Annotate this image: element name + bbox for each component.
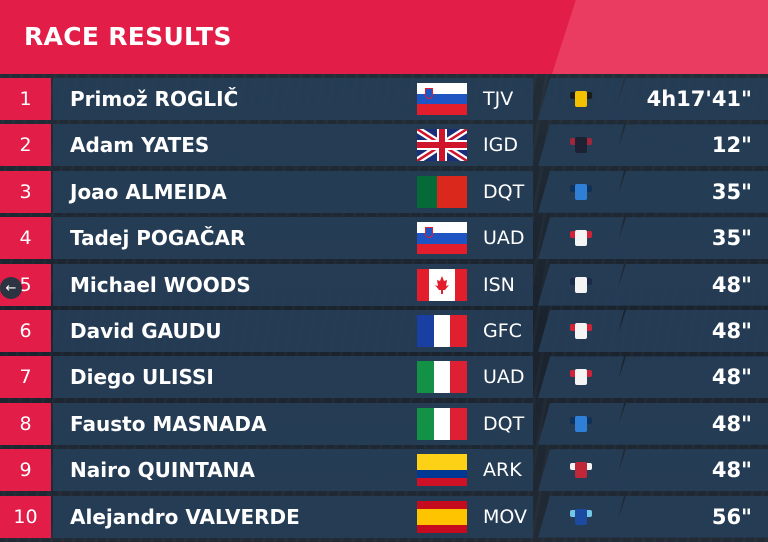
white-red-jersey-icon — [570, 369, 592, 386]
canada-flag-icon — [417, 268, 467, 301]
colombia-flag-icon — [417, 454, 467, 487]
team-code: DQT — [483, 180, 525, 203]
time-cell: 48" — [612, 356, 768, 399]
result-row: 10 Alejandro VALVERDE MOV 56" — [0, 495, 768, 538]
jersey-cell — [538, 124, 624, 167]
results-table: 1 Primož ROGLIČ TJV 4h17'41" 2 Adam YATE… — [0, 78, 768, 542]
slovenia-flag-icon — [417, 83, 467, 115]
spain-flag-icon — [417, 500, 467, 533]
time-gap: 35" — [711, 226, 752, 251]
portugal-flag-icon — [417, 175, 467, 208]
blue-jersey-icon — [570, 183, 592, 200]
movistar-jersey-icon — [570, 508, 592, 525]
header-pink-banner — [552, 0, 768, 74]
time-cell: 48" — [612, 263, 768, 306]
back-arrow-icon[interactable]: ← — [0, 277, 22, 299]
result-row: 4 Tadej POGAČAR UAD 35" — [0, 217, 768, 260]
team-code: ARK — [483, 459, 522, 482]
jersey-cell — [538, 170, 624, 213]
rider-name: Adam YATES — [70, 133, 210, 158]
jersey-cell — [538, 449, 624, 492]
time-gap: 48" — [711, 365, 752, 390]
white-red-jersey-icon — [570, 230, 592, 247]
red-jersey-icon — [570, 462, 592, 479]
rider-name: Tadej POGAČAR — [70, 226, 246, 251]
blue-jersey-icon — [570, 415, 592, 432]
italy-flag-icon — [417, 361, 467, 394]
jersey-cell — [538, 309, 624, 352]
position-number: 3 — [0, 170, 51, 213]
result-row: 7 Diego ULISSI UAD 48" — [0, 356, 768, 399]
position-number: 8 — [0, 402, 51, 445]
time-gap: 48" — [711, 272, 752, 297]
time-gap: 48" — [711, 318, 752, 343]
time-gap: 35" — [711, 179, 752, 204]
time-gap: 48" — [711, 458, 752, 483]
position-number: 7 — [0, 356, 51, 399]
team-code: DQT — [483, 412, 525, 435]
uk-flag-icon — [417, 129, 467, 162]
result-row: 2 Adam YATES IGD 12" — [0, 124, 768, 167]
time-gap: 4h17'41" — [646, 87, 752, 111]
italy-flag-icon — [417, 407, 467, 440]
jersey-cell — [538, 217, 624, 260]
time-cell: 35" — [612, 217, 768, 260]
header: RACE RESULTS — [0, 0, 768, 74]
position-number: 4 — [0, 217, 51, 260]
page-title: RACE RESULTS — [24, 22, 232, 51]
time-cell: 35" — [612, 170, 768, 213]
time-cell: 12" — [612, 124, 768, 167]
result-row: 6 David GAUDU GFC 48" — [0, 309, 768, 352]
rider-name: Michael WOODS — [70, 272, 251, 297]
rider-name: Joao ALMEIDA — [70, 179, 227, 204]
team-code: MOV — [483, 505, 528, 528]
rider-name: David GAUDU — [70, 318, 222, 343]
team-code: TJV — [483, 88, 514, 110]
jersey-cell — [538, 263, 624, 306]
result-row: 1 Primož ROGLIČ TJV 4h17'41" — [0, 78, 768, 120]
time-gap: 56" — [711, 504, 752, 529]
rider-name: Fausto MASNADA — [70, 411, 267, 436]
team-code: ISN — [483, 273, 515, 296]
slovenia-flag-icon — [417, 222, 467, 255]
time-cell: 48" — [612, 402, 768, 445]
jersey-cell — [538, 356, 624, 399]
jersey-cell — [538, 402, 624, 445]
result-row: 8 Fausto MASNADA DQT 48" — [0, 402, 768, 445]
team-code: UAD — [483, 366, 525, 389]
position-number: 10 — [0, 495, 51, 538]
rider-name: Primož ROGLIČ — [70, 87, 239, 111]
dark-jersey-icon — [570, 137, 592, 154]
result-row: 9 Nairo QUINTANA ARK 48" — [0, 449, 768, 492]
position-number: 9 — [0, 449, 51, 492]
jersey-cell — [538, 78, 624, 120]
team-code: UAD — [483, 227, 525, 250]
time-gap: 12" — [711, 133, 752, 158]
result-row: 5 Michael WOODS ISN 48" — [0, 263, 768, 306]
rider-name: Alejandro VALVERDE — [70, 504, 300, 529]
position-number: 1 — [0, 78, 51, 120]
france-flag-icon — [417, 314, 467, 347]
jersey-cell — [538, 495, 624, 538]
yellow-jersey-icon — [570, 91, 592, 107]
rider-name: Diego ULISSI — [70, 365, 214, 390]
white-jersey-icon — [570, 322, 592, 339]
result-row: 3 Joao ALMEIDA DQT 35" — [0, 170, 768, 213]
time-gap: 48" — [711, 411, 752, 436]
team-code: GFC — [483, 319, 522, 342]
rider-name: Nairo QUINTANA — [70, 458, 255, 483]
position-number: 2 — [0, 124, 51, 167]
team-code: IGD — [483, 134, 518, 157]
header-red-banner — [0, 0, 578, 74]
time-cell: 48" — [612, 309, 768, 352]
time-cell: 4h17'41" — [612, 78, 768, 120]
time-cell: 48" — [612, 449, 768, 492]
position-number: 6 — [0, 309, 51, 352]
time-cell: 56" — [612, 495, 768, 538]
white-navy-jersey-icon — [570, 276, 592, 293]
